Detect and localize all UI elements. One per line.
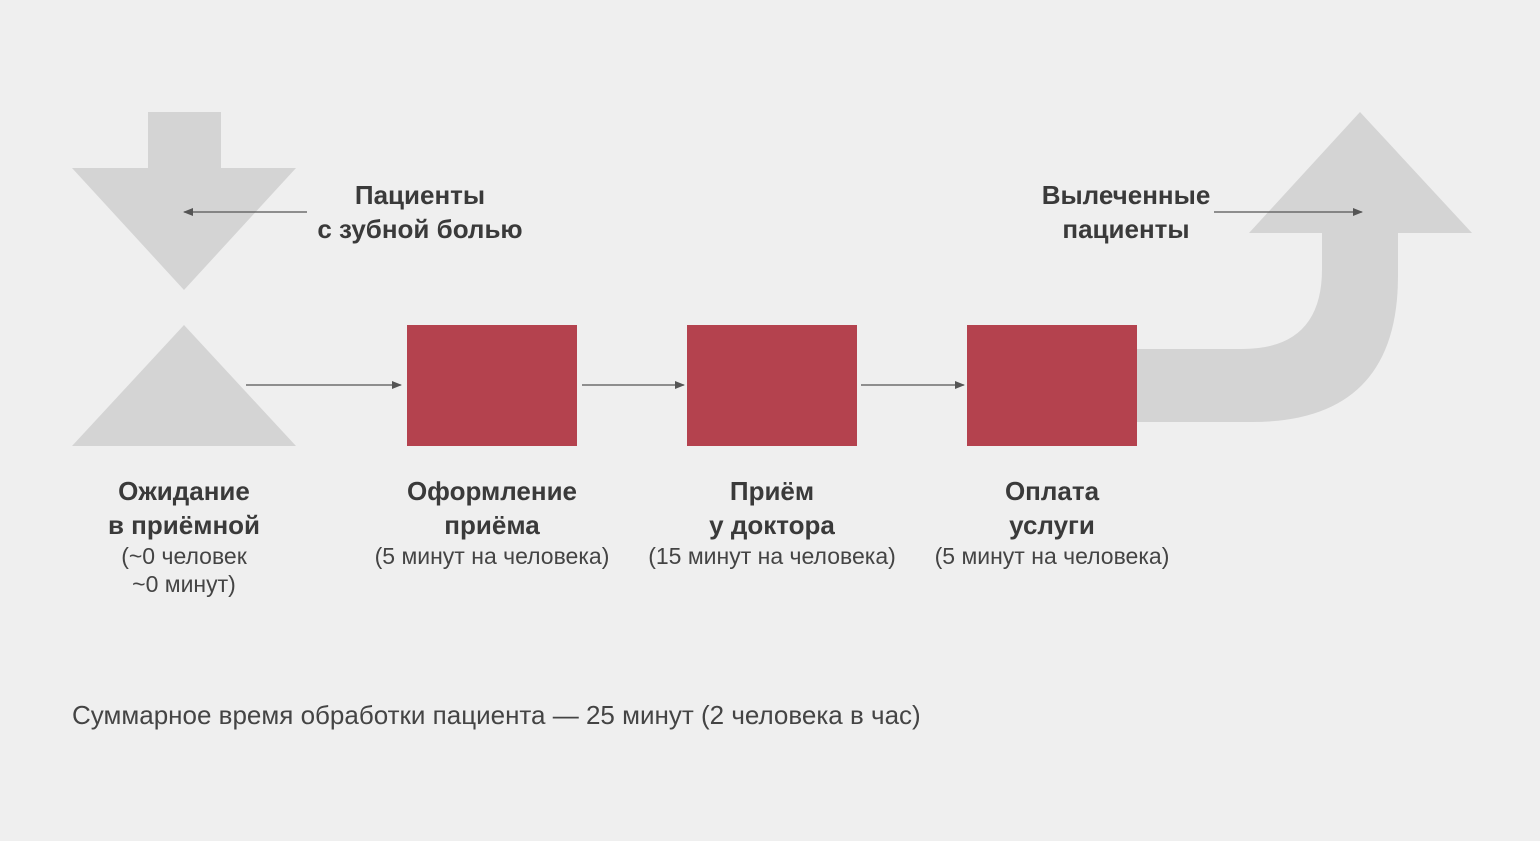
stage-label-waiting: Ожидание в приёмной (~0 человек ~0 минут… <box>64 474 304 598</box>
input-label-line1: Пациенты <box>354 180 486 210</box>
stage-note-line2: ~0 минут) <box>132 571 236 597</box>
stage-title-line1: Приём <box>729 476 815 506</box>
stage-title-line2: у доктора <box>709 510 835 540</box>
output-label: Вылеченные пациенты <box>1026 178 1226 246</box>
stage-label-registration: Оформление приёма (5 минут на человека) <box>352 474 632 570</box>
stage-note-line1: (5 минут на человека) <box>374 543 610 569</box>
curved-up-arrow-icon <box>1136 112 1472 422</box>
stage-title-line2: приёма <box>444 510 540 540</box>
input-label: Пациенты с зубной болью <box>300 178 540 246</box>
output-label-line1: Вылеченные <box>1041 180 1211 210</box>
process-box-payment <box>967 325 1137 446</box>
stage-note-line1: (~0 человек <box>121 543 247 569</box>
process-box-doctor <box>687 325 857 446</box>
stage-title-line1: Ожидание <box>118 476 250 506</box>
stage-note-line1: (5 минут на человека) <box>934 543 1170 569</box>
down-arrow-icon <box>72 112 296 290</box>
stage-title-line1: Оформление <box>406 476 578 506</box>
stage-label-payment: Оплата услуги (5 минут на человека) <box>912 474 1192 570</box>
stage-title-line2: в приёмной <box>107 510 261 540</box>
process-box-registration <box>407 325 577 446</box>
output-label-line2: пациенты <box>1062 214 1190 244</box>
stage-title-line1: Оплата <box>1004 476 1100 506</box>
stage-note-line1: (15 минут на человека) <box>648 543 896 569</box>
stage-title-line2: услуги <box>1009 510 1095 540</box>
summary-text: Суммарное время обработки пациента — 25 … <box>72 700 921 730</box>
input-label-line2: с зубной болью <box>317 214 523 244</box>
inventory-triangle-icon <box>72 325 296 446</box>
stage-label-doctor: Приём у доктора (15 минут на человека) <box>627 474 917 570</box>
